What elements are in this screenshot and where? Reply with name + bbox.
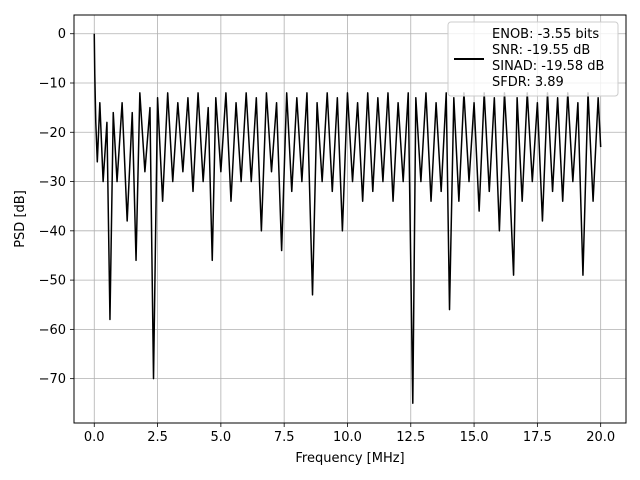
y-tick-label: 0 bbox=[58, 27, 66, 42]
legend-box bbox=[447, 21, 619, 97]
plot-series-group bbox=[93, 33, 602, 405]
x-tick-label: 20.0 bbox=[586, 430, 615, 445]
y-tick-label: −30 bbox=[39, 175, 66, 190]
x-tick-label: 15.0 bbox=[460, 430, 489, 445]
y-tick-label: −70 bbox=[39, 372, 66, 387]
y-tick-label: −60 bbox=[39, 323, 66, 338]
axes-frame bbox=[73, 14, 627, 424]
x-axis-label: Frequency [MHz] bbox=[295, 451, 404, 466]
y-tick-label: −50 bbox=[39, 274, 66, 289]
x-tick-label: 5.0 bbox=[211, 430, 232, 445]
x-tick-label: 0.0 bbox=[84, 430, 105, 445]
y-tick-label: −20 bbox=[39, 126, 66, 141]
psd-series-line bbox=[93, 33, 602, 405]
legend-sfdr: SFDR: 3.89 bbox=[492, 75, 564, 90]
legend-sinad: SINAD: -19.58 dB bbox=[492, 59, 604, 74]
legend: ENOB: -3.55 bits SNR: -19.55 dB SINAD: -… bbox=[447, 21, 619, 97]
x-tick-label: 2.5 bbox=[147, 430, 168, 445]
y-axis-label: PSD [dB] bbox=[13, 190, 28, 248]
y-tick-label: −10 bbox=[39, 77, 66, 92]
x-tick-label: 17.5 bbox=[523, 430, 552, 445]
legend-snr: SNR: -19.55 dB bbox=[492, 43, 590, 58]
x-axis-ticks: 0.0 2.5 5.0 7.5 10.0 12.5 15.0 17.5 20.0 bbox=[84, 423, 615, 445]
y-axis-ticks: 0 −10 −20 −30 −40 −50 −60 −70 bbox=[39, 27, 74, 387]
y-tick-label: −40 bbox=[39, 224, 66, 239]
x-tick-label: 7.5 bbox=[274, 430, 295, 445]
x-tick-label: 10.0 bbox=[333, 430, 362, 445]
legend-enob: ENOB: -3.55 bits bbox=[492, 27, 599, 42]
x-tick-label: 12.5 bbox=[396, 430, 425, 445]
